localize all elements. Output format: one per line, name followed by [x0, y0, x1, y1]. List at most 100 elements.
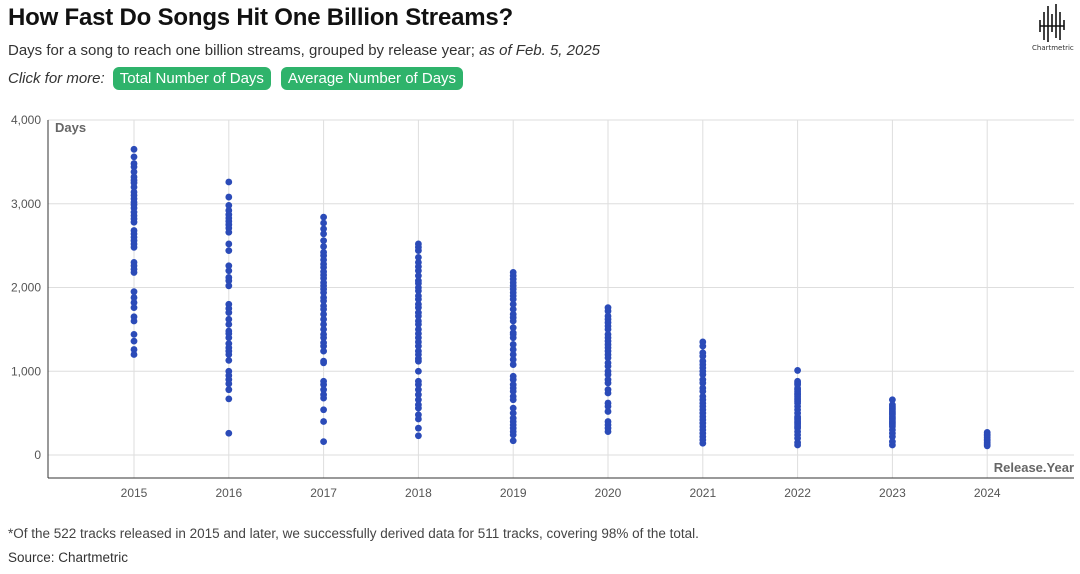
data-point[interactable] [320, 305, 327, 313]
average-days-button[interactable]: Average Number of Days [280, 67, 464, 90]
data-point[interactable] [604, 428, 612, 435]
data-point[interactable] [130, 183, 138, 191]
data-point[interactable] [225, 320, 233, 328]
data-point[interactable] [130, 153, 138, 161]
data-point[interactable] [225, 356, 233, 364]
data-point[interactable] [320, 315, 327, 323]
data-point[interactable] [889, 433, 896, 440]
data-point[interactable] [509, 300, 517, 308]
data-point[interactable] [509, 334, 517, 342]
data-point[interactable] [415, 342, 422, 350]
data-point[interactable] [225, 240, 233, 248]
data-point[interactable] [225, 386, 233, 394]
data-point[interactable] [509, 404, 517, 412]
data-point[interactable] [415, 267, 422, 275]
data-point[interactable] [889, 396, 896, 404]
data-point[interactable] [889, 441, 896, 449]
data-point[interactable] [225, 202, 233, 209]
data-point[interactable] [415, 272, 422, 280]
data-point[interactable] [699, 379, 707, 387]
data-point[interactable] [320, 219, 327, 227]
data-point[interactable] [699, 352, 707, 360]
data-point[interactable] [509, 351, 517, 358]
data-point[interactable] [509, 346, 517, 353]
data-point[interactable] [794, 367, 801, 374]
data-point[interactable] [225, 429, 233, 437]
data-point[interactable] [320, 406, 327, 414]
data-point[interactable] [415, 432, 422, 440]
data-point[interactable] [225, 309, 233, 317]
data-point[interactable] [225, 380, 233, 388]
data-point[interactable] [225, 282, 233, 290]
data-point[interactable] [415, 396, 422, 404]
data-point[interactable] [320, 394, 327, 402]
data-point[interactable] [320, 342, 327, 350]
data-point[interactable] [604, 354, 612, 362]
data-point[interactable] [604, 403, 612, 410]
data-point[interactable] [225, 193, 233, 201]
data-point[interactable] [320, 297, 327, 305]
data-point[interactable] [225, 267, 233, 275]
data-point[interactable] [225, 315, 233, 323]
data-point[interactable] [320, 289, 327, 296]
data-point[interactable] [225, 228, 233, 236]
data-point[interactable] [415, 415, 422, 423]
data-point[interactable] [320, 237, 327, 245]
data-point[interactable] [509, 396, 517, 404]
data-point[interactable] [604, 307, 612, 315]
data-point[interactable] [509, 431, 517, 439]
data-point[interactable] [415, 320, 422, 328]
data-point[interactable] [509, 409, 517, 417]
data-point[interactable] [130, 351, 138, 358]
data-point[interactable] [699, 439, 707, 447]
data-point[interactable] [130, 304, 138, 311]
data-point[interactable] [225, 247, 233, 255]
data-point[interactable] [415, 253, 422, 261]
data-point[interactable] [320, 310, 327, 318]
data-point[interactable] [509, 376, 517, 384]
data-point[interactable] [699, 387, 707, 395]
chartmetric-waveform-icon[interactable] [1030, 2, 1074, 54]
data-point[interactable] [509, 317, 517, 325]
data-point[interactable] [509, 324, 517, 332]
data-point[interactable] [225, 277, 233, 285]
data-point[interactable] [604, 408, 612, 415]
data-point[interactable] [509, 356, 517, 363]
data-point[interactable] [509, 295, 517, 303]
data-point[interactable] [415, 367, 422, 375]
data-point[interactable] [415, 357, 422, 365]
data-point[interactable] [604, 379, 612, 387]
data-point[interactable] [320, 381, 327, 389]
data-point[interactable] [320, 386, 327, 394]
data-point[interactable] [604, 362, 612, 370]
data-point[interactable] [130, 145, 138, 153]
data-point[interactable] [320, 418, 327, 425]
data-point[interactable] [225, 334, 233, 342]
data-point[interactable] [415, 424, 422, 432]
data-point[interactable] [130, 163, 138, 171]
data-point[interactable] [509, 387, 517, 395]
data-point[interactable] [415, 381, 422, 389]
data-point[interactable] [130, 337, 138, 345]
data-point[interactable] [225, 395, 233, 403]
data-point[interactable] [130, 346, 138, 353]
data-point[interactable] [983, 442, 991, 450]
data-point[interactable] [320, 225, 327, 233]
data-point[interactable] [509, 437, 517, 445]
data-point[interactable] [130, 317, 138, 325]
data-point[interactable] [509, 341, 517, 348]
data-point[interactable] [225, 178, 233, 186]
data-point[interactable] [320, 347, 327, 355]
data-point[interactable] [699, 371, 707, 378]
data-point[interactable] [130, 299, 138, 306]
data-point[interactable] [130, 294, 138, 301]
data-point[interactable] [320, 325, 327, 333]
data-point[interactable] [415, 386, 422, 394]
data-point[interactable] [130, 331, 138, 338]
data-point[interactable] [320, 230, 327, 238]
data-point[interactable] [604, 389, 612, 397]
data-point[interactable] [415, 287, 422, 295]
data-point[interactable] [415, 247, 422, 255]
data-point[interactable] [225, 262, 233, 270]
data-point[interactable] [130, 243, 138, 251]
